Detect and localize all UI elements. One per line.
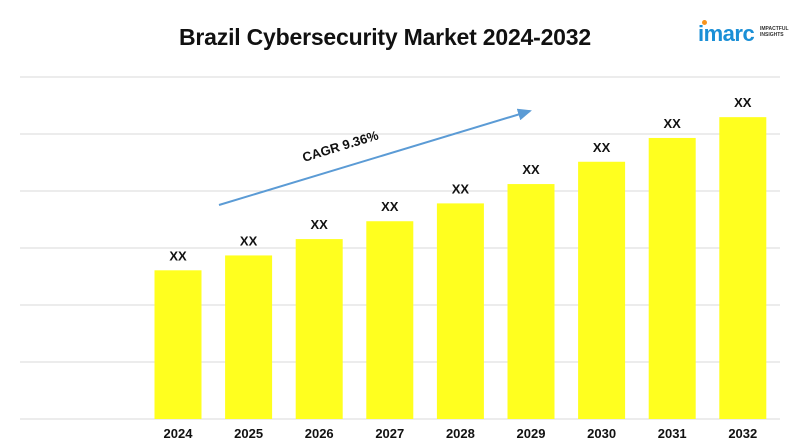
bar-2024 xyxy=(154,270,202,419)
x-tick-2030: 2030 xyxy=(587,426,616,441)
bar-2029 xyxy=(507,184,555,419)
data-label-2025: XX xyxy=(240,233,258,248)
logo-dot-icon xyxy=(702,20,707,25)
cagr-arrow-icon xyxy=(218,108,532,206)
x-tick-2031: 2031 xyxy=(658,426,687,441)
data-label-2031: XX xyxy=(664,116,682,131)
data-label-2027: XX xyxy=(381,199,399,214)
data-label-2026: XX xyxy=(311,217,329,232)
logo-tagline: IMPACTFUL INSIGHTS xyxy=(760,26,789,38)
x-tick-2032: 2032 xyxy=(728,426,757,441)
bars xyxy=(154,117,767,419)
bar-2030 xyxy=(578,161,626,419)
imarc-logo: imarc IMPACTFUL INSIGHTS xyxy=(698,20,790,50)
data-label-2032: XX xyxy=(734,95,752,110)
data-label-2024: XX xyxy=(169,248,187,263)
data-label-2028: XX xyxy=(452,181,470,196)
x-tick-2029: 2029 xyxy=(517,426,546,441)
bar-2032 xyxy=(719,117,767,419)
data-label-2029: XX xyxy=(522,162,540,177)
chart-title: Brazil Cybersecurity Market 2024-2032 xyxy=(179,24,591,50)
x-tick-2027: 2027 xyxy=(375,426,404,441)
x-tick-labels: 2024 2025 2026 2027 2028 2029 2030 2031 2032 xyxy=(164,426,758,441)
x-tick-2024: 2024 xyxy=(164,426,194,441)
logo-wordmark: imarc xyxy=(698,21,755,46)
bar-2025 xyxy=(225,255,273,419)
bar-2031 xyxy=(648,137,696,419)
x-tick-2025: 2025 xyxy=(234,426,263,441)
bar-2026 xyxy=(295,239,343,419)
x-tick-2026: 2026 xyxy=(305,426,334,441)
x-tick-2028: 2028 xyxy=(446,426,475,441)
data-labels: XX XX XX XX XX XX XX XX XX xyxy=(169,95,751,263)
bar-2028 xyxy=(436,203,484,419)
data-label-2030: XX xyxy=(593,140,611,155)
bar-2027 xyxy=(366,221,414,419)
